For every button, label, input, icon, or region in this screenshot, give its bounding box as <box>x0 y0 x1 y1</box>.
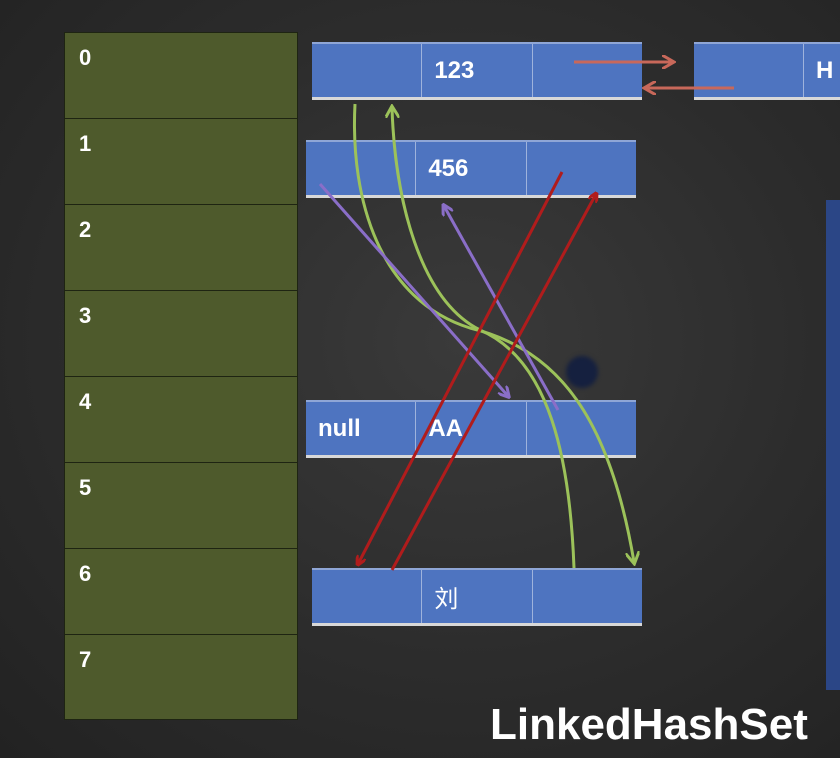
table-slot-5: 5 <box>64 462 298 548</box>
hash-table-array: 0 1 2 3 4 5 6 7 <box>64 32 298 720</box>
node-before-cell <box>312 44 423 97</box>
table-slot-3: 3 <box>64 290 298 376</box>
node-after-cell <box>532 570 642 623</box>
table-slot-6: 6 <box>64 548 298 634</box>
node-value-cell: AA <box>416 402 527 455</box>
arrow-liu-before-to-123 <box>392 108 576 569</box>
arrow-456-to-liu <box>358 171 564 564</box>
table-slot-7: 7 <box>64 634 298 720</box>
diagram-title: LinkedHashSet <box>490 700 808 749</box>
table-slot-1: 1 <box>64 118 298 204</box>
slot-index: 1 <box>79 131 92 156</box>
side-panel-edge <box>826 200 840 690</box>
node-liu: 刘 <box>312 568 642 626</box>
slot-index: 4 <box>79 389 92 414</box>
node-after-cell <box>532 44 642 97</box>
table-slot-2: 2 <box>64 204 298 290</box>
slot-index: 3 <box>79 303 92 328</box>
slot-index: 5 <box>79 475 92 500</box>
table-slot-4: 4 <box>64 376 298 462</box>
slot-index: 0 <box>79 45 92 70</box>
node-123: 123 <box>312 42 642 100</box>
node-after-cell <box>526 142 636 195</box>
node-after-cell <box>526 402 636 455</box>
arrow-456-to-aa <box>318 183 508 396</box>
arrow-liu-to-456 <box>390 194 596 571</box>
arrow-123-after-to-liu <box>352 103 634 562</box>
node-aa: null AA <box>306 400 636 458</box>
node-value-cell: 456 <box>416 142 527 195</box>
node-value-cell: 刘 <box>422 570 533 623</box>
node-value-cell: 123 <box>422 44 533 97</box>
slot-index: 2 <box>79 217 92 242</box>
node-456: 456 <box>306 140 636 198</box>
table-slot-0: 0 <box>64 32 298 118</box>
arrow-aa-to-456 <box>444 206 560 411</box>
node-before-cell: null <box>306 402 417 455</box>
slot-index: 7 <box>79 647 92 672</box>
node-before-cell <box>312 570 423 623</box>
cursor-shadow <box>566 356 598 388</box>
slot-index: 6 <box>79 561 92 586</box>
node-value-cell: H <box>804 44 840 97</box>
